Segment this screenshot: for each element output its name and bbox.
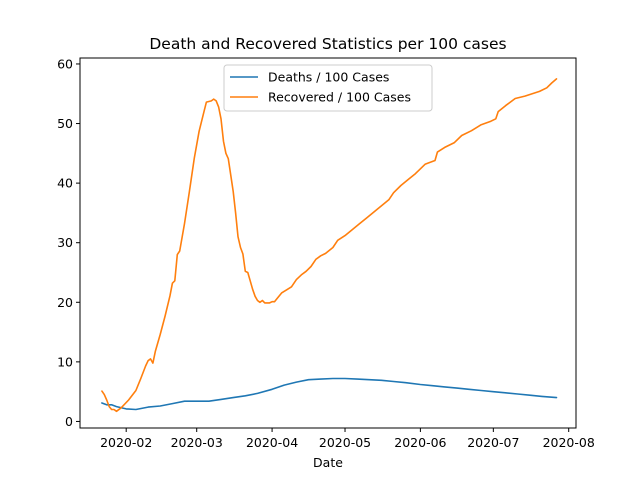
y-tick-label: 20 <box>57 295 73 310</box>
y-tick-label: 0 <box>65 414 73 429</box>
legend-label-1: Recovered / 100 Cases <box>268 90 411 105</box>
x-tick-label: 2020-02 <box>100 435 152 450</box>
y-tick-label: 60 <box>57 56 73 71</box>
y-tick-label: 10 <box>57 354 73 369</box>
x-tick-label: 2020-08 <box>543 435 595 450</box>
x-axis-label: Date <box>313 455 343 470</box>
x-tick-label: 2020-07 <box>467 435 519 450</box>
legend-box <box>223 64 433 112</box>
series-line-1 <box>101 78 558 413</box>
x-tick-label: 2020-05 <box>319 435 371 450</box>
chart-title: Death and Recovered Statistics per 100 c… <box>149 35 506 53</box>
legend: Deaths / 100 Cases Recovered / 100 Cases <box>223 64 433 112</box>
x-tick-label: 2020-06 <box>394 435 446 450</box>
axes: 2020-02 2020-03 2020-04 2020-05 2020-06 2020-… <box>57 56 595 450</box>
x-tick-label: 2020-03 <box>171 435 223 450</box>
y-tick-label: 40 <box>57 176 73 191</box>
legend-label-0: Deaths / 100 Cases <box>268 70 389 85</box>
plot-frame <box>79 57 577 429</box>
x-tick-label: 2020-04 <box>246 435 298 450</box>
plot-area <box>101 78 558 413</box>
series-line-0 <box>101 377 558 411</box>
y-tick-label: 50 <box>57 116 73 131</box>
y-tick-label: 30 <box>57 235 73 250</box>
